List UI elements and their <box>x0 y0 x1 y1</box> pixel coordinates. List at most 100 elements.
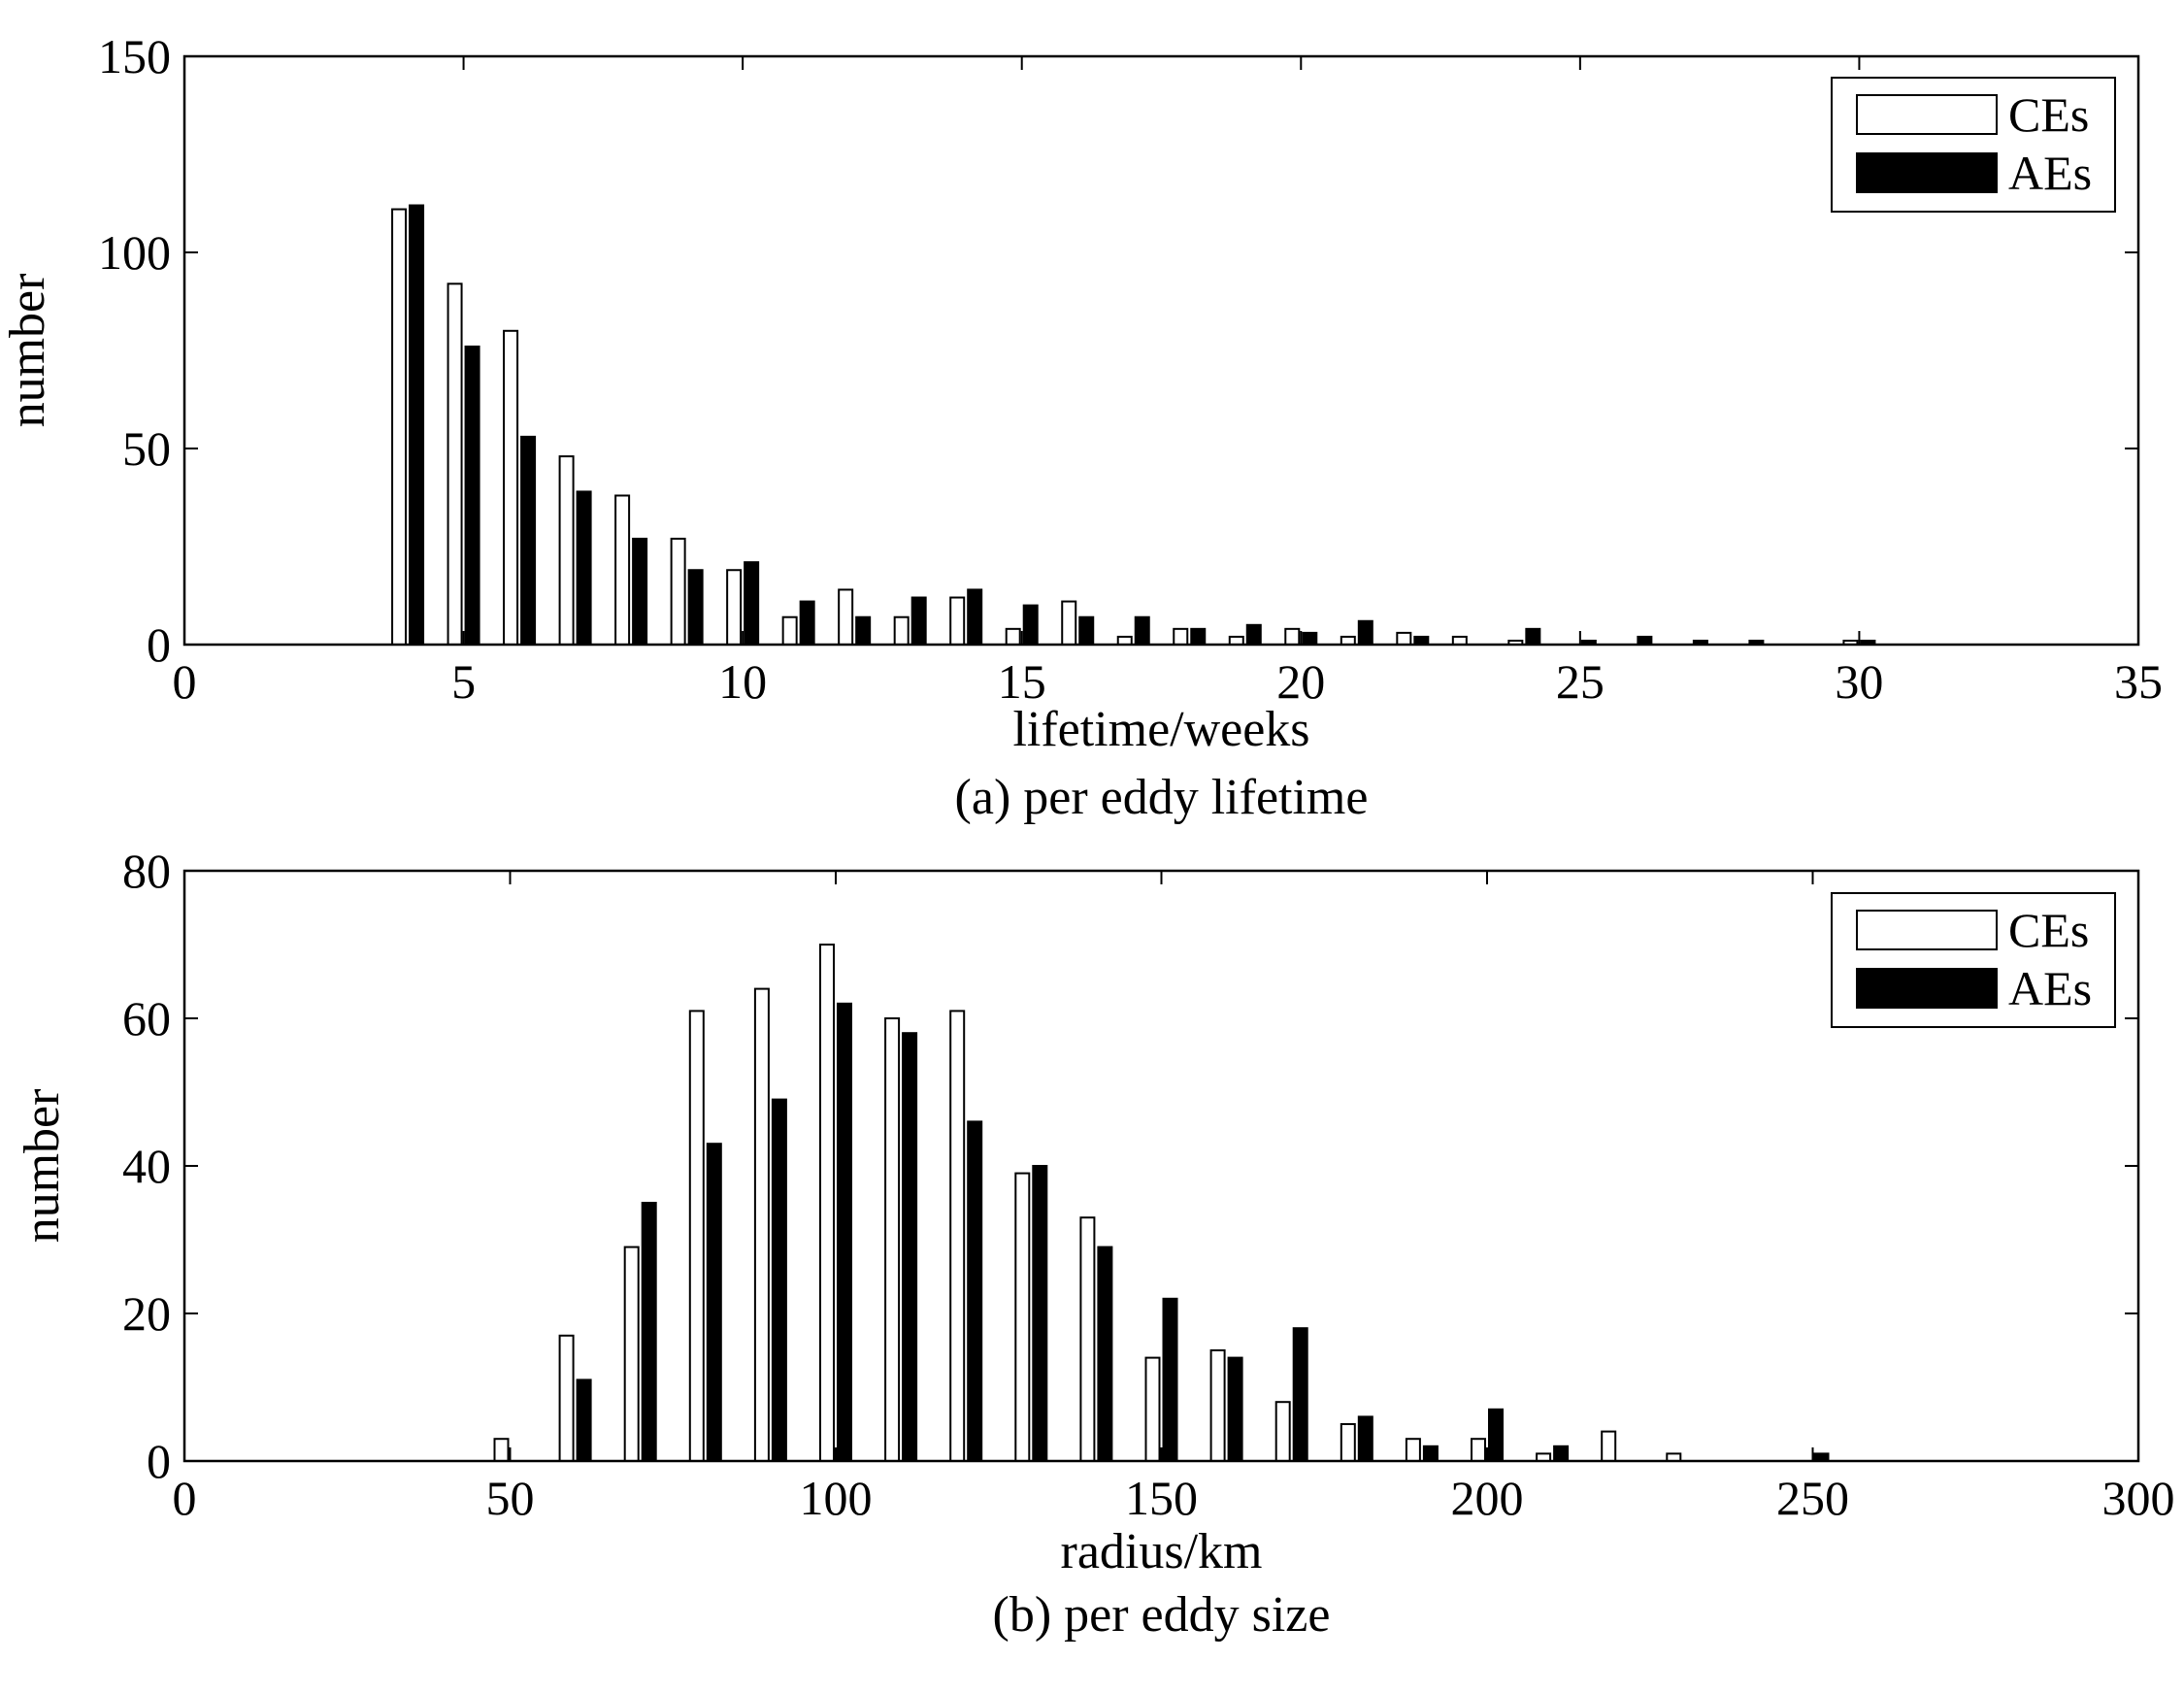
bar-aes-15 <box>1022 604 1039 646</box>
legend-swatch-aes <box>1856 968 1998 1009</box>
x-tick-label: 250 <box>1776 1471 1849 1525</box>
chart-panel-b: 0 50 100 150 200 250 300 0 20 40 60 80 radius/km numb… <box>15 844 2175 1643</box>
bar-ces-5 <box>447 282 463 646</box>
bar-ces-10 <box>726 569 743 646</box>
bar-ces-150 <box>1144 1356 1161 1462</box>
y-tick-label: 40 <box>122 1139 171 1193</box>
bar-aes-180 <box>1357 1415 1373 1463</box>
y-tick-label: 80 <box>122 844 171 898</box>
bar-ces-15 <box>1005 627 1021 647</box>
x-tick-label: 50 <box>486 1471 535 1525</box>
bar-aes-190 <box>1422 1445 1439 1463</box>
bar-aes-21 <box>1357 619 1373 647</box>
x-tick-label: 0 <box>173 654 197 709</box>
bar-aes-120 <box>967 1120 983 1463</box>
bar-ces-220 <box>1601 1430 1617 1462</box>
bar-aes-13 <box>910 596 927 647</box>
y-tick-label: 100 <box>98 225 171 280</box>
x-tick-label: 100 <box>800 1471 873 1525</box>
bar-ces-190 <box>1405 1438 1421 1462</box>
bar-aes-4 <box>409 204 425 647</box>
bar-ces-60 <box>558 1334 575 1463</box>
y-tick-label: 50 <box>122 421 171 476</box>
y-tick-label: 0 <box>147 1434 171 1488</box>
bar-aes-200 <box>1488 1408 1504 1463</box>
y-tick-label: 20 <box>122 1286 171 1341</box>
legend-label-aes: AEs <box>2008 146 2092 200</box>
bar-ces-16 <box>1061 600 1077 646</box>
bar-aes-9 <box>687 569 704 646</box>
bar-aes-5 <box>464 345 480 646</box>
bar-aes-19 <box>1245 623 1262 646</box>
bar-aes-6 <box>520 435 537 646</box>
x-tick-label: 300 <box>2102 1471 2175 1525</box>
bar-ces-50 <box>493 1438 510 1462</box>
bar-aes-12 <box>855 615 872 646</box>
bar-aes-8 <box>632 537 648 646</box>
bar-ces-120 <box>949 1010 966 1463</box>
x-tick-label: 10 <box>718 654 767 709</box>
bar-aes-110 <box>902 1032 918 1462</box>
bar-ces-110 <box>884 1017 901 1462</box>
y-tick-label: 0 <box>147 617 171 672</box>
x-tick-label: 200 <box>1451 1471 1524 1525</box>
bar-aes-130 <box>1032 1165 1048 1462</box>
bar-aes-60 <box>576 1378 592 1463</box>
bar-aes-10 <box>744 561 760 646</box>
chart-caption: (b) per eddy size <box>993 1587 1331 1643</box>
bar-ces-80 <box>688 1010 705 1463</box>
bar-aes-170 <box>1292 1327 1308 1462</box>
bar-aes-100 <box>837 1002 852 1463</box>
bar-ces-130 <box>1014 1172 1031 1462</box>
legend-label-aes: AEs <box>2008 961 2092 1015</box>
y-tick-label: 150 <box>98 29 171 83</box>
chart-caption: (a) per eddy lifetime <box>955 770 1369 825</box>
bar-ces-9 <box>670 537 686 646</box>
bar-aes-90 <box>771 1098 787 1462</box>
bar-aes-150 <box>1162 1297 1178 1463</box>
x-tick-label: 25 <box>1556 654 1605 709</box>
y-axis-label: number <box>0 274 55 428</box>
bar-ces-200 <box>1471 1438 1486 1462</box>
bar-ces-13 <box>893 615 910 646</box>
bar-ces-4 <box>391 208 408 646</box>
bar-ces-18 <box>1173 627 1189 647</box>
bar-ces-170 <box>1274 1401 1291 1462</box>
bar-aes-210 <box>1553 1445 1570 1463</box>
bar-ces-140 <box>1079 1216 1096 1462</box>
bar-ces-90 <box>753 987 770 1462</box>
bar-ces-100 <box>819 944 835 1462</box>
legend-swatch-ces <box>1856 94 1998 135</box>
bar-aes-11 <box>799 600 815 646</box>
x-tick-label: 150 <box>1125 1471 1198 1525</box>
y-tick-label: 60 <box>122 991 171 1046</box>
bar-aes-24 <box>1525 627 1541 647</box>
bar-ces-7 <box>558 455 575 646</box>
legend-swatch-ces <box>1856 910 1998 950</box>
x-tick-label: 35 <box>2114 654 2163 709</box>
bar-aes-80 <box>706 1143 722 1462</box>
x-tick-label: 30 <box>1835 654 1883 709</box>
bar-aes-14 <box>967 588 983 647</box>
bar-aes-140 <box>1097 1246 1113 1462</box>
bar-aes-17 <box>1134 615 1150 646</box>
legend-label-ces: CEs <box>2008 87 2089 142</box>
bar-ces-8 <box>614 494 631 647</box>
chart-panel-a: 0 5 10 15 20 25 30 35 0 50 100 150 lifetime/weeks num… <box>0 29 2163 825</box>
bar-ces-12 <box>838 588 854 647</box>
bar-ces-180 <box>1340 1423 1356 1462</box>
plot-frame <box>182 54 2140 647</box>
bar-aes-20 <box>1302 631 1318 647</box>
bar-aes-18 <box>1190 627 1207 647</box>
x-tick-label: 15 <box>998 654 1046 709</box>
bar-aes-16 <box>1078 615 1095 646</box>
bar-aes-70 <box>641 1202 657 1462</box>
bar-aes-7 <box>576 490 592 646</box>
x-axis-label: radius/km <box>1061 1524 1263 1579</box>
legend-swatch-aes <box>1856 152 1998 193</box>
bar-ces-6 <box>503 329 519 646</box>
bar-ces-14 <box>949 596 966 647</box>
bar-ces-11 <box>781 615 798 646</box>
